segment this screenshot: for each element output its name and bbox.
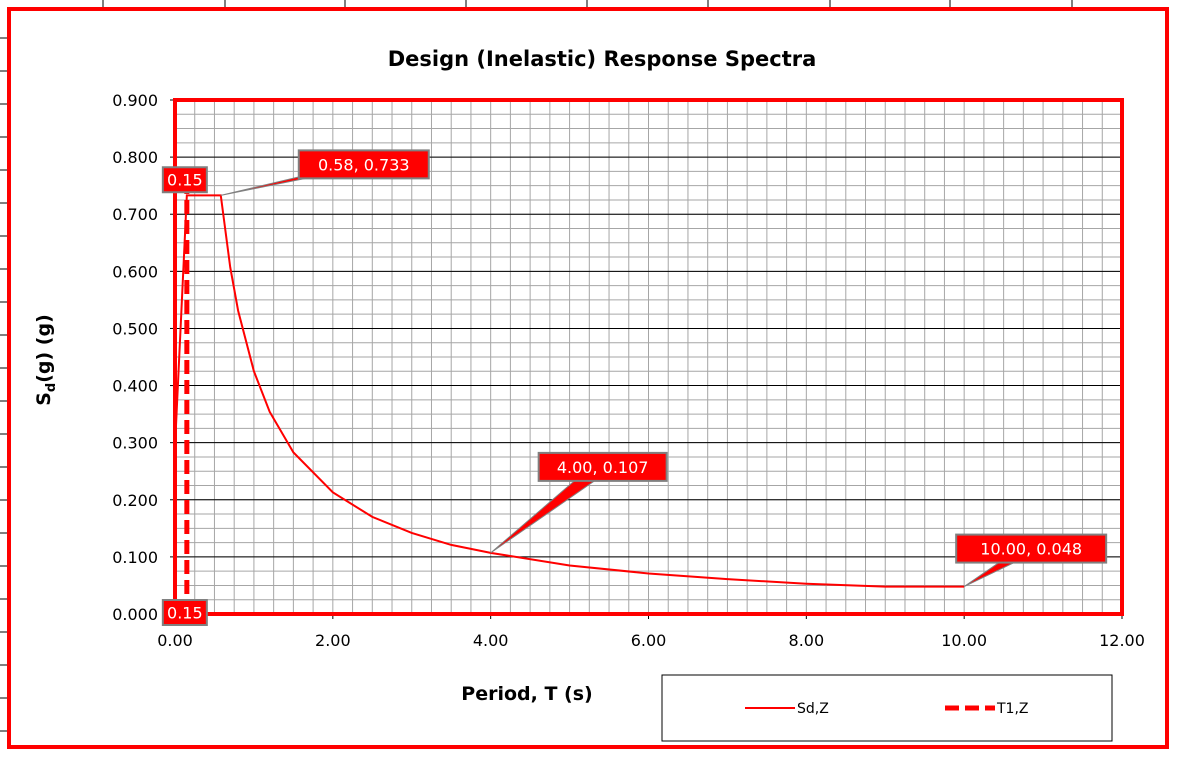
data-label: 10.00, 0.048 (980, 540, 1082, 559)
x-tick-label: 4.00 (473, 631, 509, 650)
legend-label: T1,Z (996, 701, 1029, 717)
sheet-grid (0, 0, 1073, 732)
plot-border (173, 98, 1124, 616)
x-tick-label: 2.00 (315, 631, 351, 650)
data-label: 0.15 (167, 604, 203, 623)
x-tick-label: 6.00 (631, 631, 667, 650)
y-label-rest: (g) (g) (33, 314, 55, 383)
labels: 0.000 0.100 0.200 0.300 0.400 0.500 0.600 0.700… (112, 91, 1145, 650)
x-tick-label: 12.00 (1099, 631, 1145, 650)
series-line (174, 194, 965, 588)
grid (170, 98, 1124, 619)
y-label-main: S (33, 392, 55, 406)
data-label: 0.15 (167, 171, 203, 190)
x-axis-label: Period, T (s) (461, 683, 592, 705)
y-tick-label: 0.000 (112, 605, 158, 624)
y-tick-label: 0.200 (112, 491, 158, 510)
y-label-sub: d (44, 383, 59, 392)
y-tick-label: 0.100 (112, 548, 158, 567)
y-axis-label: Sd(g) (g) (33, 314, 59, 406)
x-tick-label: 10.00 (941, 631, 987, 650)
chart-title: Design (Inelastic) Response Spectra (388, 47, 817, 71)
marks (174, 174, 965, 614)
legend (661, 674, 1113, 742)
callout-box (161, 599, 208, 626)
y-tick-label: 0.600 (112, 262, 158, 281)
x-tick-label: 0.00 (157, 631, 193, 650)
y-tick-label: 0.400 (112, 377, 158, 396)
y-tick-label: 0.300 (112, 434, 158, 453)
callout-box (297, 149, 430, 180)
callout-box (161, 166, 208, 194)
data-label: 0.58, 0.733 (318, 155, 410, 174)
y-tick-label: 0.700 (112, 205, 158, 224)
legend-label: Sd,Z (797, 701, 829, 717)
y-tick-label: 0.500 (112, 319, 158, 338)
callout-box (955, 533, 1108, 564)
y-tick-label: 0.800 (112, 148, 158, 167)
callout-box (537, 451, 668, 482)
x-tick-label: 8.00 (789, 631, 825, 650)
y-tick-label: 0.900 (112, 91, 158, 110)
legend-entries: Sd,Z T1,Z (745, 701, 1029, 717)
data-label: 4.00, 0.107 (557, 458, 649, 477)
